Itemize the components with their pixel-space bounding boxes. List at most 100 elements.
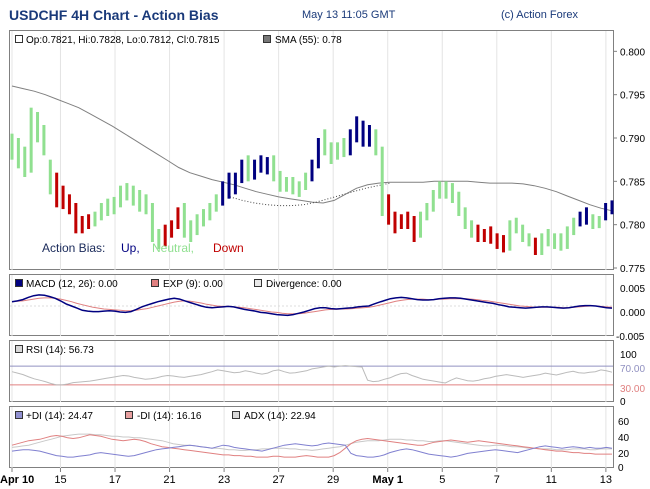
dmi-ytick: 20 xyxy=(618,449,630,460)
x-tick-label: 13 xyxy=(600,474,612,486)
price-bar xyxy=(591,214,595,229)
x-tick-label: 11 xyxy=(546,474,557,486)
x-tick-label: Apr 10 xyxy=(0,474,34,486)
price-bar xyxy=(565,226,569,249)
x-axis: Apr 10 15 17 21 23 27 29 May 1 5 7 11 13 xyxy=(0,468,612,486)
price-bar xyxy=(214,194,218,212)
x-tick-label: May 1 xyxy=(372,474,403,486)
price-bar xyxy=(131,185,135,206)
price-bar xyxy=(272,155,276,182)
price-bar xyxy=(106,198,110,216)
price-y-tick-label: 0.775 xyxy=(620,264,645,275)
x-tick-label: 23 xyxy=(218,474,230,486)
adx-line xyxy=(11,433,612,451)
price-bar xyxy=(259,155,263,173)
price-bar xyxy=(240,159,244,184)
price-bar xyxy=(412,216,416,242)
bias-up: Up, xyxy=(121,241,140,255)
price-y-tick-label: 0.780 xyxy=(620,221,645,232)
price-bar xyxy=(99,203,103,221)
price-bar xyxy=(176,207,180,229)
adx-legend-text: ADX (14): 22.94 xyxy=(244,411,316,422)
price-bar xyxy=(482,229,486,242)
price-bar xyxy=(584,207,588,225)
plus-di-legend-text: +DI (14): 24.47 xyxy=(26,411,93,422)
price-bar xyxy=(23,146,27,177)
x-tick-label: 5 xyxy=(439,474,445,486)
price-bar xyxy=(163,224,167,247)
macd-line xyxy=(11,294,613,317)
x-tick-label: 29 xyxy=(327,474,339,486)
price-bar xyxy=(336,142,340,160)
price-bar xyxy=(374,129,378,156)
price-bar xyxy=(393,211,397,234)
rsi-legend: RSI (14): 56.73 xyxy=(15,345,94,356)
price-bar xyxy=(182,203,186,238)
sma-legend: SMA (55): 0.78 xyxy=(263,35,342,46)
divergence-legend-text: Divergence: 0.00 xyxy=(266,279,342,290)
price-bar xyxy=(572,217,576,236)
x-tick-label: 27 xyxy=(273,474,285,486)
price-bar xyxy=(380,146,384,216)
price-bar xyxy=(42,125,46,156)
rsi-ytick: 0 xyxy=(620,397,626,408)
chart-copyright: (c) Action Forex xyxy=(501,9,579,21)
bias-down: Down xyxy=(213,241,244,255)
macd-lines xyxy=(10,294,613,317)
macd-legend: MACD (12, 26): 0.00 EXP (9): 0.00 Diverg… xyxy=(15,279,342,290)
price-bar xyxy=(125,183,129,201)
macd-ytick: 0.000 xyxy=(620,308,645,319)
price-bar xyxy=(463,207,467,229)
x-tick-label: 7 xyxy=(494,474,500,486)
price-bar xyxy=(508,220,512,251)
price-bar xyxy=(208,203,212,221)
price-bar xyxy=(431,190,435,212)
price-bar xyxy=(553,233,557,249)
price-bar xyxy=(546,229,550,247)
price-bar xyxy=(387,194,391,225)
price-bar xyxy=(316,138,320,169)
dmi-ytick: 0 xyxy=(618,463,624,474)
x-tick-label: 21 xyxy=(163,474,175,486)
macd-legend-text: MACD (12, 26): 0.00 xyxy=(26,279,118,290)
price-bar xyxy=(597,216,601,229)
action-bias-legend: Action Bias: Up, Neutral, Down xyxy=(42,241,244,255)
plus-di-line xyxy=(11,442,613,458)
minus-di-line xyxy=(11,434,612,458)
price-bar xyxy=(406,211,410,229)
price-bar xyxy=(201,209,205,227)
price-bars xyxy=(10,107,614,255)
price-bar xyxy=(399,214,403,229)
price-bar xyxy=(80,216,84,234)
price-bar xyxy=(450,183,454,203)
price-bar xyxy=(355,116,359,143)
price-bar xyxy=(559,233,563,251)
price-bar xyxy=(48,159,52,195)
dmi-panel-frame xyxy=(9,406,614,468)
vertical-gridlines xyxy=(11,31,607,468)
ohlc-legend-text: Op:0.7821, Hi:0.7828, Lo:0.7812, Cl:0.78… xyxy=(26,35,220,46)
price-bar xyxy=(55,172,59,208)
price-bar xyxy=(246,155,250,182)
price-bar xyxy=(157,229,161,249)
price-bar xyxy=(419,211,423,238)
price-bar xyxy=(457,191,461,216)
price-bar xyxy=(189,220,193,242)
price-bar xyxy=(361,120,365,147)
rsi-ytick-70: 70.00 xyxy=(620,364,645,375)
price-bar xyxy=(36,112,40,143)
dmi-y-axis: 60 40 20 0 xyxy=(618,417,630,474)
price-bar xyxy=(87,214,91,229)
price-bar xyxy=(253,159,257,180)
sma-path xyxy=(11,85,613,212)
price-bar xyxy=(310,159,314,182)
price-y-tick-label: 0.795 xyxy=(620,91,645,102)
chart-header: USDCHF 4H Chart - Action Bias May 13 11:… xyxy=(0,0,650,30)
bias-neutral: Neutral, xyxy=(152,241,194,255)
price-bar xyxy=(604,203,608,221)
price-bar xyxy=(291,177,295,195)
sma-legend-text: SMA (55): 0.78 xyxy=(275,35,342,46)
price-bar xyxy=(444,181,448,199)
price-bar xyxy=(501,235,505,253)
ohlc-legend: Op:0.7821, Hi:0.7828, Lo:0.7812, Cl:0.78… xyxy=(15,35,220,46)
